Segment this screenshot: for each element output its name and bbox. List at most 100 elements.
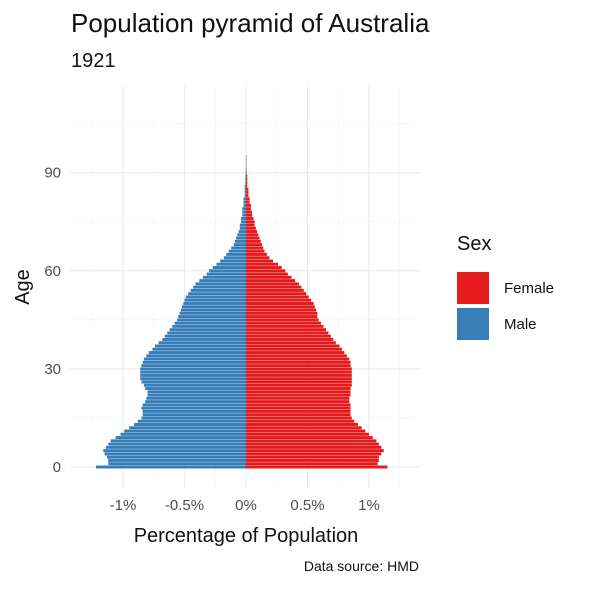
- bar-male: [237, 233, 246, 237]
- bar-male: [103, 449, 246, 453]
- bar-female: [246, 351, 345, 355]
- x-tick-label: 1%: [358, 497, 380, 514]
- bar-female: [246, 184, 248, 188]
- bar-female: [246, 285, 302, 289]
- bar-male: [147, 393, 246, 397]
- y-tick-label: 60: [44, 263, 61, 280]
- bar-male: [167, 331, 246, 335]
- bar-male: [244, 187, 246, 191]
- bar-female: [246, 396, 350, 400]
- bar-male: [164, 334, 246, 338]
- bar-male: [129, 426, 246, 430]
- bar-male: [141, 364, 246, 368]
- bar-female: [246, 403, 351, 407]
- bar-male: [145, 387, 246, 390]
- bar-male: [140, 367, 246, 371]
- bar-male: [183, 302, 246, 305]
- bar-female: [246, 311, 318, 315]
- bar-female: [246, 262, 278, 266]
- bar-female: [246, 432, 369, 436]
- bar-male: [188, 292, 246, 296]
- bar-male: [193, 285, 246, 289]
- bar-female: [246, 275, 292, 279]
- bar-male: [184, 298, 246, 302]
- bar-female: [246, 458, 379, 462]
- legend-item-female: Female: [457, 270, 554, 306]
- bar-female: [246, 308, 317, 312]
- bar-male: [206, 272, 246, 276]
- bar-female: [246, 445, 382, 449]
- bar-male: [244, 184, 246, 188]
- y-axis-title: Age: [12, 269, 34, 305]
- bar-female: [246, 288, 304, 292]
- bar-female: [246, 462, 378, 466]
- bar-male: [242, 210, 246, 214]
- bar-male: [179, 311, 246, 315]
- bar-female: [246, 272, 288, 276]
- bar-female: [246, 318, 319, 322]
- bar-female: [246, 167, 247, 171]
- bar-male: [142, 409, 246, 413]
- bar-female: [246, 364, 351, 368]
- bar-female: [246, 177, 248, 181]
- bar-male: [134, 423, 246, 426]
- bar-female: [246, 220, 255, 224]
- bar-female: [246, 315, 318, 319]
- bar-female: [246, 226, 256, 230]
- bar-male: [231, 246, 246, 250]
- bar-female: [246, 302, 314, 305]
- bar-female: [246, 429, 366, 433]
- bar-female: [246, 393, 351, 397]
- bar-female: [246, 194, 249, 198]
- bar-male: [228, 249, 246, 253]
- bar-male: [108, 458, 247, 462]
- bar-female: [246, 409, 351, 413]
- legend-label-male: Male: [504, 315, 537, 333]
- bar-male: [195, 282, 246, 286]
- x-tick-label: 0%: [235, 497, 257, 514]
- bar-female: [246, 419, 355, 423]
- bar-female: [246, 406, 351, 410]
- bar-female: [246, 266, 282, 270]
- bar-female: [246, 217, 254, 220]
- bar-female: [246, 203, 251, 207]
- x-axis-title: Percentage of Population: [134, 525, 359, 547]
- bar-male: [236, 236, 246, 240]
- legend-title: Sex: [457, 233, 492, 255]
- bar-male: [223, 256, 246, 260]
- bar-female: [246, 380, 352, 384]
- bar-female: [246, 347, 342, 351]
- bar-male: [244, 190, 246, 194]
- legend-item-male: Male: [457, 306, 554, 342]
- bar-male: [115, 436, 247, 440]
- bar-female: [246, 341, 336, 345]
- bar-female: [246, 416, 352, 420]
- bar-male: [241, 220, 246, 224]
- bar-female: [246, 259, 274, 263]
- bar-female: [246, 455, 379, 459]
- bar-female: [246, 439, 377, 443]
- bar-male: [140, 373, 246, 377]
- chart-title: Population pyramid of Australia: [71, 8, 430, 38]
- bar-female: [246, 207, 251, 211]
- bar-female: [246, 383, 352, 387]
- bar-female: [246, 174, 248, 178]
- bar-female: [246, 328, 326, 332]
- bar-female: [246, 387, 351, 390]
- data-source-caption: Data source: HMD: [303, 558, 419, 574]
- bar-male: [216, 262, 246, 266]
- bar-male: [233, 243, 246, 247]
- bar-male: [234, 239, 246, 243]
- bar-female: [246, 298, 312, 302]
- bar-female: [246, 305, 315, 309]
- bar-male: [239, 223, 246, 227]
- bar-male: [242, 213, 246, 217]
- bar-male: [143, 357, 246, 361]
- bar-male: [174, 321, 246, 325]
- bar-male: [243, 197, 246, 201]
- bar-female: [246, 239, 261, 243]
- bar-male: [172, 324, 246, 328]
- bar-female: [246, 452, 382, 456]
- bar-female: [246, 230, 258, 234]
- bar-male: [243, 203, 246, 207]
